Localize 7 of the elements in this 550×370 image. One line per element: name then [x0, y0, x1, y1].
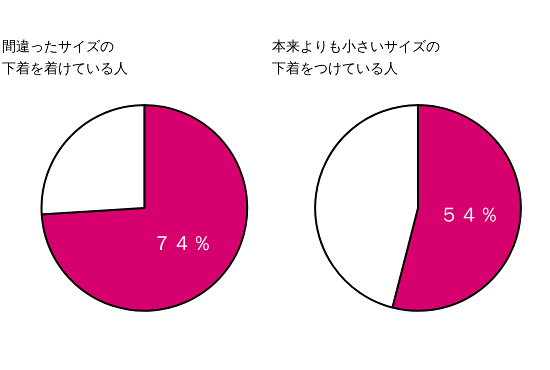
data-label: ５４％ [439, 202, 500, 226]
chart-title: 本来よりも小さいサイズの [272, 39, 440, 55]
chart-subtitle: 下着を着けている人 [2, 61, 128, 77]
chart-title: 間違ったサイズの [2, 39, 114, 55]
chart-subtitle: 下着をつけている人 [272, 61, 398, 77]
pie-slice [40, 104, 248, 312]
data-label: ７４％ [152, 231, 212, 256]
